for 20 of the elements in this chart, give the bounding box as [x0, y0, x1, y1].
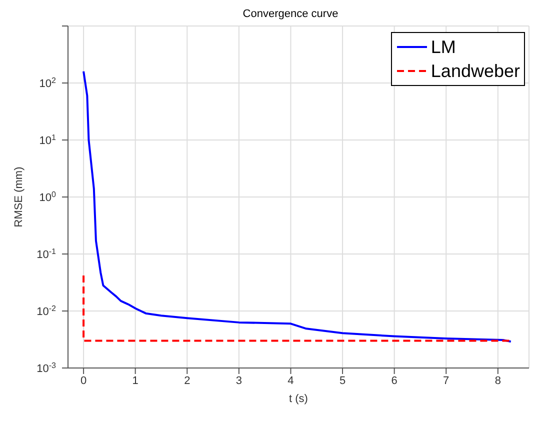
x-axis-title: t (s) [289, 393, 308, 405]
x-tick-label: 6 [391, 374, 398, 387]
x-tick-label: 1 [132, 374, 138, 387]
x-tick-label: 8 [494, 374, 501, 387]
y-tick-label: 10$^{-1}$ [36, 246, 57, 261]
y-tick-label: 10$^{2}$ [39, 76, 57, 90]
x-tick-label: 7 [443, 374, 450, 387]
legend-label: LM [430, 36, 456, 58]
y-tick-label: 10$^{0}$ [39, 190, 57, 204]
legend-label: Landweber [430, 60, 520, 82]
x-tick-label: 4 [288, 374, 294, 387]
x-tick-label: 5 [339, 374, 346, 387]
y-axis-title: RMSE (mm) [12, 166, 25, 228]
x-tick-label: 3 [236, 374, 242, 387]
y-tick-label: 10$^{-2}$ [36, 304, 57, 318]
y-tick-label: 10$^{1}$ [39, 132, 57, 147]
chart-title: Convergence curve [242, 8, 340, 22]
x-tick-label: 2 [184, 374, 190, 387]
x-tick-label: 0 [80, 374, 87, 387]
y-tick-label: 10$^{-3}$ [36, 360, 57, 375]
